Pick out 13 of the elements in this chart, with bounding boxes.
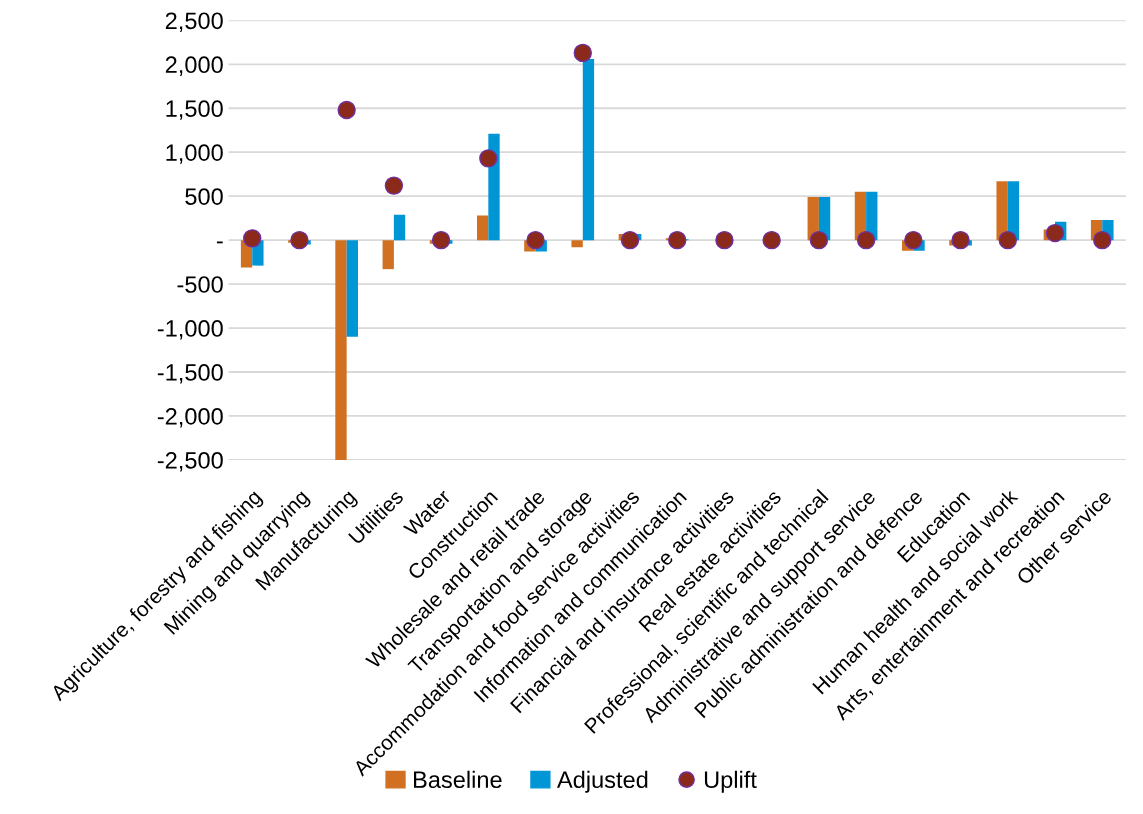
y-tick-label: -500 xyxy=(177,276,223,293)
y-tick-label: -1,500 xyxy=(157,364,223,384)
y-tick-label: 500 xyxy=(185,188,223,205)
y-tick-label: 1,500 xyxy=(166,100,223,120)
legend-label: Adjusted xyxy=(556,770,648,793)
legend-label: Uplift xyxy=(704,770,757,793)
y-tick-label: 2,000 xyxy=(165,56,223,76)
y-tick-label: -1,000 xyxy=(157,320,223,340)
y-tick-label: -2,000 xyxy=(157,408,223,428)
y-tick-label: 2,500 xyxy=(165,12,223,32)
y-tick-label: -2,500 xyxy=(157,451,223,472)
y-tick-label: - xyxy=(216,241,223,244)
y-tick-label: 1,000 xyxy=(166,144,223,164)
